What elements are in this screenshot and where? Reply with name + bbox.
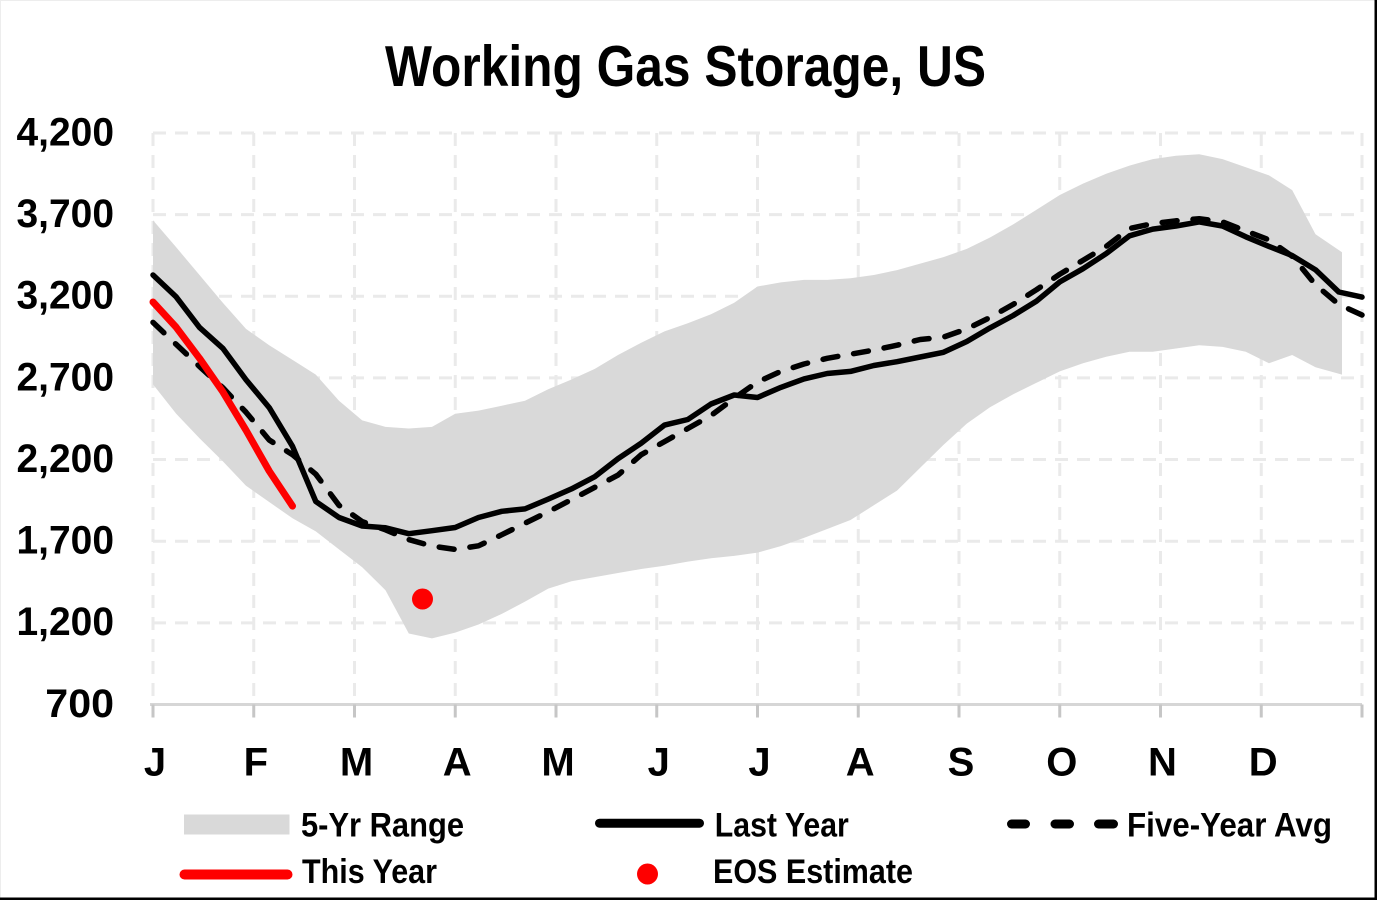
svg-text:1,700: 1,700 (17, 519, 115, 563)
svg-text:This Year: This Year (302, 853, 437, 891)
svg-text:1,200: 1,200 (17, 600, 115, 644)
svg-text:J: J (748, 741, 770, 785)
svg-text:3,700: 3,700 (17, 192, 115, 236)
svg-text:EOS Estimate: EOS Estimate (713, 853, 913, 891)
svg-text:M: M (340, 741, 373, 785)
svg-text:N: N (1148, 741, 1177, 785)
svg-text:4,200: 4,200 (17, 110, 115, 154)
svg-text:5-Yr Range: 5-Yr Range (301, 807, 464, 845)
svg-text:Working Gas Storage, US: Working Gas Storage, US (385, 35, 986, 99)
svg-text:S: S (948, 741, 975, 785)
svg-text:M: M (541, 741, 574, 785)
svg-text:A: A (443, 741, 472, 785)
svg-text:Five-Year Avg: Five-Year Avg (1127, 807, 1332, 845)
svg-text:2,200: 2,200 (17, 437, 115, 481)
svg-text:D: D (1249, 741, 1278, 785)
svg-text:F: F (244, 741, 268, 785)
svg-text:O: O (1046, 741, 1077, 785)
svg-text:J: J (648, 741, 670, 785)
svg-text:700: 700 (45, 682, 114, 726)
svg-text:2,700: 2,700 (17, 355, 115, 399)
svg-text:Last Year: Last Year (715, 807, 849, 845)
svg-text:J: J (144, 741, 166, 785)
svg-text:A: A (846, 741, 875, 785)
svg-text:3,200: 3,200 (17, 274, 115, 318)
